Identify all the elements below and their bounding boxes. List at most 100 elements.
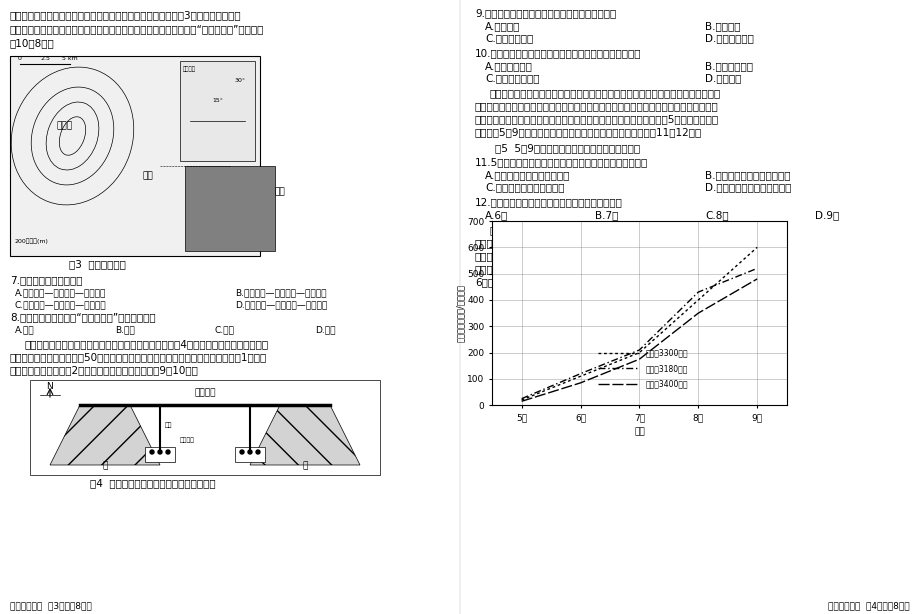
Text: 大坍上建有泻水闸，透过闸门可调控艾瑟尔湖入海流量。1996年荷兰在莱茸河河口修建拦: 大坍上建有泻水闸，透过闸门可调控艾瑟尔湖入海流量。1996年荷兰在莱茸河河口修建… [474, 251, 732, 261]
X-axis label: 月份: 月份 [633, 427, 644, 437]
Text: 11.5月份野牛沟流域不同海拔生物量较为接近的主要原因是: 11.5月份野牛沟流域不同海拔生物量较为接近的主要原因是 [474, 157, 648, 167]
Text: 桌山，形似巨大长方条案，岁立于高而多岩石的开普岛北坞（图3），山体主要由石: 桌山，形似巨大长方条案，岁立于高而多岩石的开普岛北坞（图3），山体主要由石 [10, 10, 242, 20]
Text: 图3  桌山地理位置: 图3 桌山地理位置 [69, 259, 126, 269]
Text: 高三地理试题  第3页（兲8页）: 高三地理试题 第3页（兲8页） [10, 601, 92, 610]
Text: 开普敦: 开普敦 [57, 122, 73, 131]
Bar [185, 166, 275, 251]
Bar [234, 447, 265, 462]
Text: C.加强立柱坚固度: C.加强立柱坚固度 [484, 73, 539, 83]
Text: B.坡向不同: B.坡向不同 [704, 21, 740, 31]
甲站（3300米） [574, 373, 585, 380]
Text: C.高寒草砌均处于生长初期: C.高寒草砌均处于生长初期 [484, 182, 564, 192]
Text: 碎石: 碎石 [165, 422, 173, 428]
Text: 15°: 15° [212, 98, 222, 104]
Text: D.断裂抬升—沉积作用—风化併踪: D.断裂抬升—沉积作用—风化併踪 [234, 300, 327, 309]
Text: C.秋季: C.秋季 [215, 325, 234, 334]
Text: A.坡度不同: A.坡度不同 [484, 21, 520, 31]
Text: D.基岩深度不同: D.基岩深度不同 [704, 33, 753, 43]
Text: C.土壤质地不同: C.土壤质地不同 [484, 33, 533, 43]
Text: 图4  漯河某高速公路跨越的河谷剥面示意图: 图4 漯河某高速公路跨越的河谷剥面示意图 [89, 478, 215, 488]
乙站（3180米） [751, 265, 762, 272]
Text: 9.甲、乙两地立柱埋置深度不同的原因可能是两地: 9.甲、乙两地立柱埋置深度不同的原因可能是两地 [474, 8, 616, 18]
Text: 图5  5～9月份高寒草砌地上生物量的变化曲线图: 图5 5～9月份高寒草砌地上生物量的变化曲线图 [494, 143, 640, 153]
Text: A.春季: A.春季 [15, 325, 35, 334]
Circle shape [255, 450, 260, 454]
Text: 个立柱底部人工塔积了2米多的大块碟石层。据此完戁9～10题。: 个立柱底部人工塔积了2米多的大块碟石层。据此完戁9～10题。 [10, 365, 199, 375]
Text: 乙站（3180米）: 乙站（3180米） [644, 364, 686, 373]
Text: 甲: 甲 [102, 461, 108, 470]
乙站（3180米） [633, 346, 644, 354]
Text: 7.桌山形成的地质过程是: 7.桌山形成的地质过程是 [10, 275, 83, 285]
Text: 5 km: 5 km [62, 56, 78, 61]
Text: B.夏季: B.夏季 [115, 325, 134, 334]
Text: 200等高线(m): 200等高线(m) [15, 238, 49, 244]
Text: 2.5: 2.5 [40, 56, 50, 61]
Text: 30°: 30° [234, 79, 245, 84]
丙站（3400米） [692, 309, 703, 317]
乙站（3180米） [574, 370, 585, 378]
Text: 植物的生长造成影响。黑河流域位于河西走廈中部，为甘肃、内蒙古西部最大的内陋河流: 植物的生长造成影响。黑河流域位于河西走廈中部，为甘肃、内蒙古西部最大的内陋河流 [474, 101, 718, 111]
Text: C.断裂抬升—风化併踪—沉积作用: C.断裂抬升—风化併踪—沉积作用 [15, 300, 107, 309]
Text: A.减轻洪水侵蚀: A.减轻洪水侵蚀 [484, 61, 532, 71]
乙站（3180米） [516, 395, 527, 402]
Text: B.7月: B.7月 [595, 210, 618, 220]
Polygon shape [50, 405, 160, 465]
Text: 6）。据此完成13～15题。: 6）。据此完成13～15题。 [474, 277, 563, 287]
Text: 戕10～8题。: 戕10～8题。 [10, 38, 55, 48]
Bar [10, 56, 260, 256]
Line: 甲站（3300米）: 甲站（3300米） [521, 247, 756, 400]
Text: 高三地理试题  第4页（兢8页）: 高三地理试题 第4页（兢8页） [827, 601, 909, 610]
Text: 漯河市地处中国最北啦，冬季寒冷而漫长，冰丟广布。图4为漯河某高速公路跨越的河谷: 漯河市地处中国最北啦，冬季寒冷而漫长，冰丟广布。图4为漯河某高速公路跨越的河谷 [25, 339, 269, 349]
Text: 灰岩构成。晴天时受海骁风的影响，山顶常有大片云团环绕，被称为“上帝的桌布”。据此完: 灰岩构成。晴天时受海骁风的影响，山顶常有大片云团环绕，被称为“上帝的桌布”。据此… [10, 24, 264, 34]
Text: B.减轻雨水冲刷: B.减轻雨水冲刷 [704, 61, 752, 71]
Text: 气候条件是控制某一类植被类型形成以及分布的主要因素，水热条件的时空变化会对: 气候条件是控制某一类植被类型形成以及分布的主要因素，水热条件的时空变化会对 [490, 88, 720, 98]
甲站（3300米） [633, 349, 644, 356]
Text: 丙站（3400米）: 丙站（3400米） [644, 379, 687, 389]
Y-axis label: 地上生物量（克/平方米）: 地上生物量（克/平方米） [455, 284, 464, 342]
Text: 桌山: 桌山 [142, 171, 153, 181]
Text: 10.甲、乙两地立柱底部堤積的碟石层，其主要作用可能是: 10.甲、乙两地立柱底部堤積的碟石层，其主要作用可能是 [474, 48, 641, 58]
Text: 0: 0 [18, 56, 22, 61]
甲站（3300米） [692, 297, 703, 304]
Circle shape [150, 450, 153, 454]
Text: D.9月: D.9月 [814, 210, 838, 220]
Text: 桌山: 桌山 [275, 187, 286, 196]
Bar [145, 447, 175, 462]
丙站（3400米） [574, 379, 585, 387]
Text: D.冬季: D.冬季 [314, 325, 335, 334]
Text: 潜水水位: 潜水水位 [180, 437, 195, 443]
Circle shape [240, 450, 244, 454]
Line: 丙站（3400米）: 丙站（3400米） [521, 279, 756, 402]
Circle shape [248, 450, 252, 454]
Text: 域。在黑河上游野牛沟流域高海拔地区发育了典型的高寒草砌植被，图5为野牛沟流域三: 域。在黑河上游野牛沟流域高海拔地区发育了典型的高寒草砌植被，图5为野牛沟流域三 [474, 114, 719, 124]
丙站（3400米） [751, 275, 762, 282]
Text: 甲站（3300米）: 甲站（3300米） [644, 348, 687, 357]
Line: 乙站（3180米）: 乙站（3180米） [521, 268, 756, 398]
丙站（3400米） [516, 398, 527, 405]
Text: 个观测圱5～9月份高寒草砌地上生物量的变化曲线图。据此完成11～12题。: 个观测圱5～9月份高寒草砌地上生物量的变化曲线图。据此完成11～12题。 [474, 127, 701, 137]
Text: A.沉积作用—断裂抬升—风化併踪: A.沉积作用—断裂抬升—风化併踪 [15, 288, 107, 297]
Text: 荷兰是典型的活海低地国家，人口1685万，面积4.15万平方千米，地低人稠，历史上深: 荷兰是典型的活海低地国家，人口1685万，面积4.15万平方千米，地低人稠，历史… [490, 225, 752, 235]
Text: B.岩浆噴出—断裂抬升—风化併踪: B.岩浆噴出—断裂抬升—风化併踪 [234, 288, 326, 297]
Text: A.野牛沟流域所处的纬度较高: A.野牛沟流域所处的纬度较高 [484, 170, 570, 180]
Bar [30, 380, 380, 475]
Text: A.6月: A.6月 [484, 210, 507, 220]
Text: 剥面示意图；桥梗路面长约50米，甲、乙为谷地，甲地立柱埋深度比乙地立柱深1米，两: 剥面示意图；桥梗路面长约50米，甲、乙为谷地，甲地立柱埋深度比乙地立柱深1米，… [10, 352, 267, 362]
Text: C.8月: C.8月 [704, 210, 728, 220]
Text: 南同印度: 南同印度 [183, 66, 196, 72]
甲站（3300米） [751, 244, 762, 251]
Text: D.隔热保温: D.隔热保温 [704, 73, 741, 83]
Bar [180, 61, 255, 161]
Circle shape [158, 450, 162, 454]
Text: B.野牛沟流域所处的海拔较高: B.野牛沟流域所处的海拔较高 [704, 170, 789, 180]
Circle shape [165, 450, 170, 454]
Polygon shape [250, 405, 359, 465]
Text: 乙: 乙 [302, 461, 307, 470]
Text: D.高寒草砌处高寒冻土的影响: D.高寒草砌处高寒冻土的影响 [704, 182, 790, 192]
甲站（3300米） [516, 396, 527, 403]
Text: 桥梁路面: 桥梁路面 [194, 388, 216, 397]
丙站（3400米） [633, 356, 644, 363]
Text: 受海浪之害。1920年开始修建的长达30千米的须德海大坍，是荷兰近代最大的围海工程，: 受海浪之害。1920年开始修建的长达30千米的须德海大坍，是荷兰近代最大的围海工… [474, 238, 739, 248]
Text: N: N [47, 382, 53, 391]
乙站（3180米） [692, 289, 703, 296]
